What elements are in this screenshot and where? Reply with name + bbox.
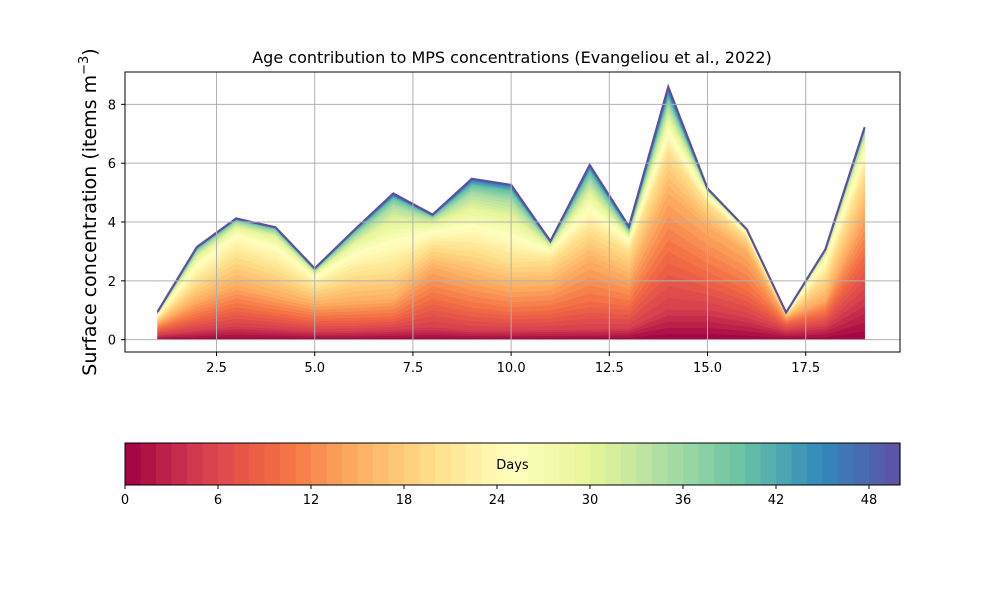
colorbar-tick-label-1: 6: [214, 493, 222, 508]
x-tick-label-1: 5.0: [304, 361, 325, 376]
colorbar-tick-label-2: 12: [303, 493, 320, 508]
colorbar-swatch-18: [404, 443, 421, 485]
colorbar-swatch-21: [450, 443, 467, 485]
colorbar-swatch-44: [807, 443, 824, 485]
colorbar-swatch-41: [760, 443, 777, 485]
colorbar-swatch-49: [884, 443, 901, 485]
colorbar-swatch-22: [466, 443, 483, 485]
colorbar-swatch-2: [156, 443, 173, 485]
colorbar-swatch-0: [125, 443, 142, 485]
y-axis-label-unit-exponent: −3: [77, 56, 92, 75]
colorbar-tick-label-0: 0: [121, 493, 129, 508]
colorbar-frame: [124, 442, 901, 486]
colorbar-tick-label-7: 42: [768, 493, 785, 508]
colorbar-swatch-7: [233, 443, 250, 485]
colorbar-swatch-15: [357, 443, 374, 485]
y-tick-label-2: 4: [108, 216, 116, 231]
x-tick-label-4: 12.5: [595, 361, 624, 376]
colorbar: Days 0 6 12 18 24 30 36 42 48: [121, 442, 901, 508]
x-tick-label-3: 10.0: [497, 361, 526, 376]
colorbar-swatch-35: [667, 443, 684, 485]
colorbar-swatch-46: [838, 443, 855, 485]
colorbar-swatch-40: [745, 443, 762, 485]
colorbar-swatch-24: [497, 443, 514, 485]
x-tick-label-6: 17.5: [791, 361, 820, 376]
y-tick-label-4: 8: [108, 98, 116, 113]
colorbar-swatch-8: [249, 443, 266, 485]
colorbar-tick-label-3: 18: [396, 493, 413, 508]
colorbar-swatch-25: [512, 443, 529, 485]
colorbar-swatch-11: [295, 443, 312, 485]
colorbar-tick-label-6: 36: [675, 493, 692, 508]
colorbar-tick-label-4: 24: [489, 493, 506, 508]
colorbar-swatch-19: [419, 443, 436, 485]
colorbar-swatch-10: [280, 443, 297, 485]
colorbar-swatch-42: [776, 443, 793, 485]
axes: 2.5 5.0 7.5 10.0 12.5 15.0 17.5 0 2 4 6 8: [108, 71, 901, 376]
y-tick-label-0: 0: [108, 334, 116, 349]
colorbar-tick-label-5: 30: [582, 493, 599, 508]
colorbar-label: Days: [496, 458, 529, 473]
y-tick-label-1: 2: [108, 275, 116, 290]
colorbar-swatch-1: [140, 443, 157, 485]
colorbar-swatch-32: [621, 443, 638, 485]
x-tick-label-5: 15.0: [693, 361, 722, 376]
colorbar-tick-label-8: 48: [861, 493, 878, 508]
colorbar-swatch-3: [171, 443, 188, 485]
colorbar-swatch-23: [481, 443, 498, 485]
y-axis-label-close: ): [79, 48, 101, 55]
colorbar-swatch-29: [574, 443, 591, 485]
plot-frame: [124, 71, 901, 353]
colorbar-swatch-5: [202, 443, 219, 485]
colorbar-swatch-16: [373, 443, 390, 485]
colorbar-swatch-12: [311, 443, 328, 485]
colorbar-swatch-47: [853, 443, 870, 485]
colorbar-swatch-33: [636, 443, 653, 485]
x-tick-label-0: 2.5: [206, 361, 227, 376]
colorbar-swatch-37: [698, 443, 715, 485]
colorbar-swatch-4: [187, 443, 204, 485]
colorbar-swatch-27: [543, 443, 560, 485]
colorbar-swatch-6: [218, 443, 235, 485]
colorbar-swatch-28: [559, 443, 576, 485]
colorbar-swatch-14: [342, 443, 359, 485]
y-axis-label: Surface concentration (items m−3): [77, 48, 101, 375]
colorbar-swatch-48: [869, 443, 886, 485]
colorbar-swatch-45: [822, 443, 839, 485]
colorbar-swatch-13: [326, 443, 343, 485]
colorbar-swatch-26: [528, 443, 545, 485]
colorbar-swatch-39: [729, 443, 746, 485]
grid-lines: [125, 72, 900, 352]
y-axis-label-main: Surface concentration (items m: [79, 75, 101, 376]
y-tick-label-3: 6: [108, 157, 116, 172]
colorbar-swatch-36: [683, 443, 700, 485]
chart-title: Age contribution to MPS concentrations (…: [252, 48, 772, 67]
colorbar-swatch-30: [590, 443, 607, 485]
colorbar-swatch-20: [435, 443, 452, 485]
colorbar-swatch-38: [714, 443, 731, 485]
colorbar-swatch-31: [605, 443, 622, 485]
x-tick-label-2: 7.5: [403, 361, 424, 376]
colorbar-swatch-43: [791, 443, 808, 485]
colorbar-swatch-34: [652, 443, 669, 485]
colorbar-swatch-9: [264, 443, 281, 485]
colorbar-swatch-17: [388, 443, 405, 485]
